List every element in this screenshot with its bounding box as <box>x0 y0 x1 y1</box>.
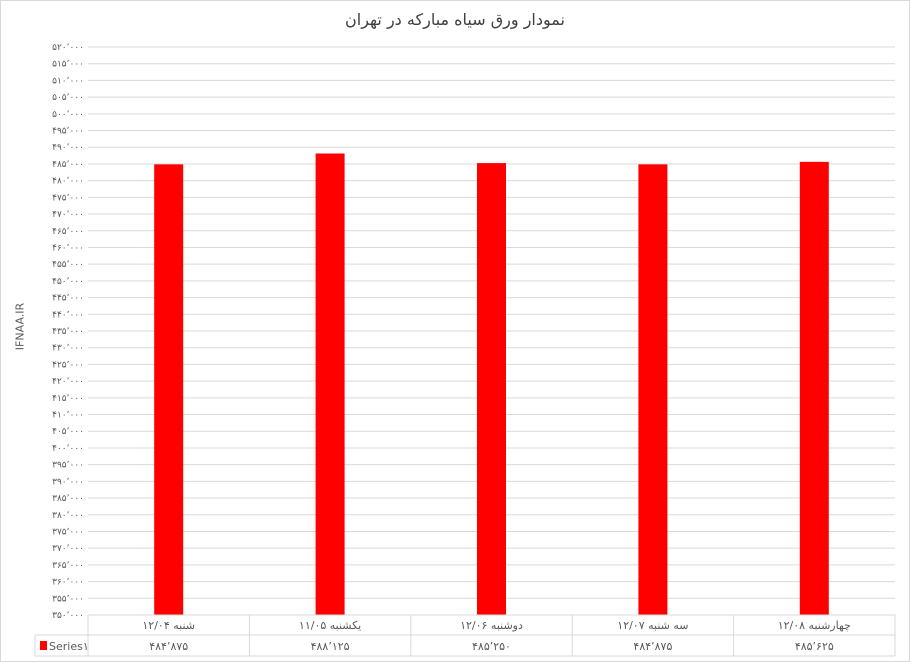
y-tick-label: ۴۷۰٬۰۰۰ <box>52 210 84 220</box>
y-tick-label: ۴۱۰٬۰۰۰ <box>52 411 84 421</box>
y-tick-label: ۴۱۵٬۰۰۰ <box>52 394 84 404</box>
y-tick-label: ۴۷۵٬۰۰۰ <box>52 193 84 203</box>
y-tick-label: ۴۳۵٬۰۰۰ <box>52 327 84 337</box>
x-category-label: یکشنبه ۱۱/۰۵ <box>299 619 361 632</box>
bar <box>315 153 345 615</box>
y-tick-label: ۴۸۵٬۰۰۰ <box>52 160 84 170</box>
y-tick-label: ۴۶۵٬۰۰۰ <box>52 227 84 237</box>
y-tick-label: ۴۶۰٬۰۰۰ <box>52 243 84 253</box>
x-category-label: چهارشنبه ۱۲/۰۸ <box>778 619 851 632</box>
data-label: ۴۸۴٬۸۷۵ <box>633 640 672 653</box>
y-tick-label: ۳۶۰٬۰۰۰ <box>52 578 84 588</box>
y-tick-label: ۴۸۰٬۰۰۰ <box>52 177 84 187</box>
y-tick-label: ۵۲۰٬۰۰۰ <box>52 43 84 53</box>
y-tick-label: ۳۵۰٬۰۰۰ <box>52 611 84 621</box>
y-tick-label: ۵۱۰٬۰۰۰ <box>52 76 84 86</box>
y-tick-label: ۴۵۵٬۰۰۰ <box>52 260 84 270</box>
data-label: ۴۸۴٬۸۷۵ <box>149 640 188 653</box>
x-category-label: شنبه ۱۲/۰۴ <box>142 619 195 632</box>
chart-title: نمودار ورق سیاه مبارکه در تهران <box>345 10 565 29</box>
y-tick-label: ۳۶۵٬۰۰۰ <box>52 561 84 571</box>
y-tick-label: ۳۵۵٬۰۰۰ <box>52 594 84 604</box>
y-tick-label: ۵۰۰٬۰۰۰ <box>52 110 84 120</box>
data-label: ۴۸۸٬۱۲۵ <box>311 640 350 653</box>
y-tick-label: ۴۹۰٬۰۰۰ <box>52 143 84 153</box>
y-tick-label: ۳۹۵٬۰۰۰ <box>52 461 84 471</box>
y-tick-label: ۴۲۰٬۰۰۰ <box>52 377 84 387</box>
y-tick-label: ۴۴۰٬۰۰۰ <box>52 310 84 320</box>
bar <box>799 161 829 615</box>
legend-label: Series۱ <box>49 640 89 653</box>
y-tick-label: ۳۹۰٬۰۰۰ <box>52 477 84 487</box>
y-tick-label: ۳۷۵٬۰۰۰ <box>52 527 84 537</box>
y-tick-label: ۳۸۰٬۰۰۰ <box>52 511 84 521</box>
y-tick-label: ۴۹۵٬۰۰۰ <box>52 127 84 137</box>
y-tick-label: ۴۴۵٬۰۰۰ <box>52 294 84 304</box>
bar <box>477 163 506 615</box>
y-tick-label: ۵۱۵٬۰۰۰ <box>52 60 84 70</box>
data-label: ۴۸۵٬۶۲۵ <box>795 640 834 653</box>
y-tick-label: ۴۲۵٬۰۰۰ <box>52 360 84 370</box>
y-tick-label: ۳۸۵٬۰۰۰ <box>52 494 84 504</box>
bar <box>638 164 668 615</box>
bar <box>154 164 184 615</box>
data-label: ۴۸۵٬۲۵۰ <box>472 640 511 653</box>
y-tick-label: ۴۳۰٬۰۰۰ <box>52 344 84 354</box>
y-tick-label: ۴۵۰٬۰۰۰ <box>52 277 84 287</box>
y-tick-label: ۴۰۰٬۰۰۰ <box>52 444 84 454</box>
x-category-label: دوشنبه ۱۲/۰۶ <box>460 619 523 632</box>
y-tick-label: ۳۷۰٬۰۰۰ <box>52 544 84 554</box>
x-category-label: سه شنبه ۱۲/۰۷ <box>617 619 688 632</box>
y-tick-label: ۴۰۵٬۰۰۰ <box>52 427 84 437</box>
y-tick-label: ۵۰۵٬۰۰۰ <box>52 93 84 103</box>
legend-swatch <box>40 641 47 650</box>
